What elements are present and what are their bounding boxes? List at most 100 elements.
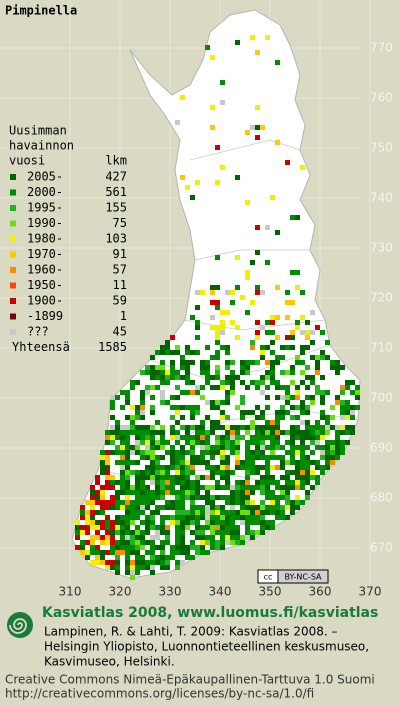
observation-square <box>135 540 140 545</box>
observation-square <box>315 475 320 480</box>
observation-square <box>200 550 205 555</box>
observation-square <box>205 380 210 385</box>
observation-square <box>130 450 135 455</box>
observation-square <box>350 430 355 435</box>
observation-square <box>240 410 245 415</box>
observation-square <box>230 450 235 455</box>
observation-square <box>185 380 190 385</box>
observation-square <box>275 385 280 390</box>
observation-square <box>215 355 220 360</box>
observation-square <box>230 425 235 430</box>
observation-square <box>250 535 255 540</box>
observation-square <box>265 505 270 510</box>
observation-square <box>120 440 125 445</box>
observation-square <box>290 485 295 490</box>
observation-square <box>245 515 250 520</box>
observation-square <box>200 460 205 465</box>
observation-square <box>145 465 150 470</box>
observation-square <box>215 330 220 335</box>
observation-square <box>175 410 180 415</box>
observation-square <box>290 215 295 220</box>
observation-square <box>155 350 160 355</box>
observation-square <box>255 440 260 445</box>
observation-square <box>230 375 235 380</box>
legend-count: 45 <box>113 325 127 339</box>
observation-square <box>135 410 140 415</box>
observation-square <box>215 480 220 485</box>
observation-square <box>185 495 190 500</box>
observation-square <box>265 35 270 40</box>
observation-square <box>105 430 110 435</box>
observation-square <box>230 485 235 490</box>
observation-square <box>210 375 215 380</box>
observation-square <box>300 350 305 355</box>
observation-square <box>75 530 80 535</box>
observation-square <box>165 375 170 380</box>
observation-square <box>150 545 155 550</box>
observation-square <box>230 360 235 365</box>
observation-square <box>185 510 190 515</box>
observation-square <box>295 475 300 480</box>
observation-square <box>165 380 170 385</box>
observation-square <box>225 495 230 500</box>
observation-square <box>265 360 270 365</box>
observation-square <box>245 200 250 205</box>
observation-square <box>160 560 165 565</box>
observation-square <box>255 320 260 325</box>
observation-square <box>335 440 340 445</box>
observation-square <box>290 370 295 375</box>
observation-square <box>260 525 265 530</box>
observation-square <box>200 510 205 515</box>
observation-square <box>245 500 250 505</box>
observation-square <box>160 485 165 490</box>
observation-square <box>250 470 255 475</box>
observation-square <box>230 500 235 505</box>
observation-square <box>75 525 80 530</box>
observation-square <box>225 430 230 435</box>
observation-square <box>140 545 145 550</box>
observation-square <box>165 515 170 520</box>
observation-square <box>260 290 265 295</box>
observation-square <box>100 510 105 515</box>
observation-square <box>315 325 320 330</box>
observation-square <box>255 435 260 440</box>
observation-square <box>130 430 135 435</box>
observation-square <box>340 365 345 370</box>
observation-square <box>180 480 185 485</box>
observation-square <box>235 375 240 380</box>
observation-square <box>210 545 215 550</box>
observation-square <box>125 470 130 475</box>
y-label: 680 <box>370 491 393 505</box>
observation-square <box>240 395 245 400</box>
observation-square <box>210 125 215 130</box>
observation-square <box>275 445 280 450</box>
observation-square <box>265 405 270 410</box>
observation-square <box>145 370 150 375</box>
observation-square <box>225 525 230 530</box>
observation-square <box>260 325 265 330</box>
observation-square <box>155 525 160 530</box>
observation-square <box>275 60 280 65</box>
observation-square <box>110 480 115 485</box>
observation-square <box>220 485 225 490</box>
observation-square <box>285 390 290 395</box>
observation-square <box>115 480 120 485</box>
observation-square <box>285 485 290 490</box>
y-label: 720 <box>370 291 393 305</box>
observation-square <box>250 505 255 510</box>
observation-square <box>310 330 315 335</box>
observation-square <box>250 340 255 345</box>
observation-square <box>230 440 235 445</box>
observation-square <box>170 520 175 525</box>
observation-square <box>125 500 130 505</box>
observation-square <box>240 365 245 370</box>
observation-square <box>235 435 240 440</box>
observation-square <box>195 480 200 485</box>
observation-square <box>200 450 205 455</box>
observation-square <box>185 370 190 375</box>
observation-square <box>105 550 110 555</box>
observation-square <box>290 415 295 420</box>
observation-square <box>300 410 305 415</box>
observation-square <box>215 325 220 330</box>
observation-square <box>165 440 170 445</box>
